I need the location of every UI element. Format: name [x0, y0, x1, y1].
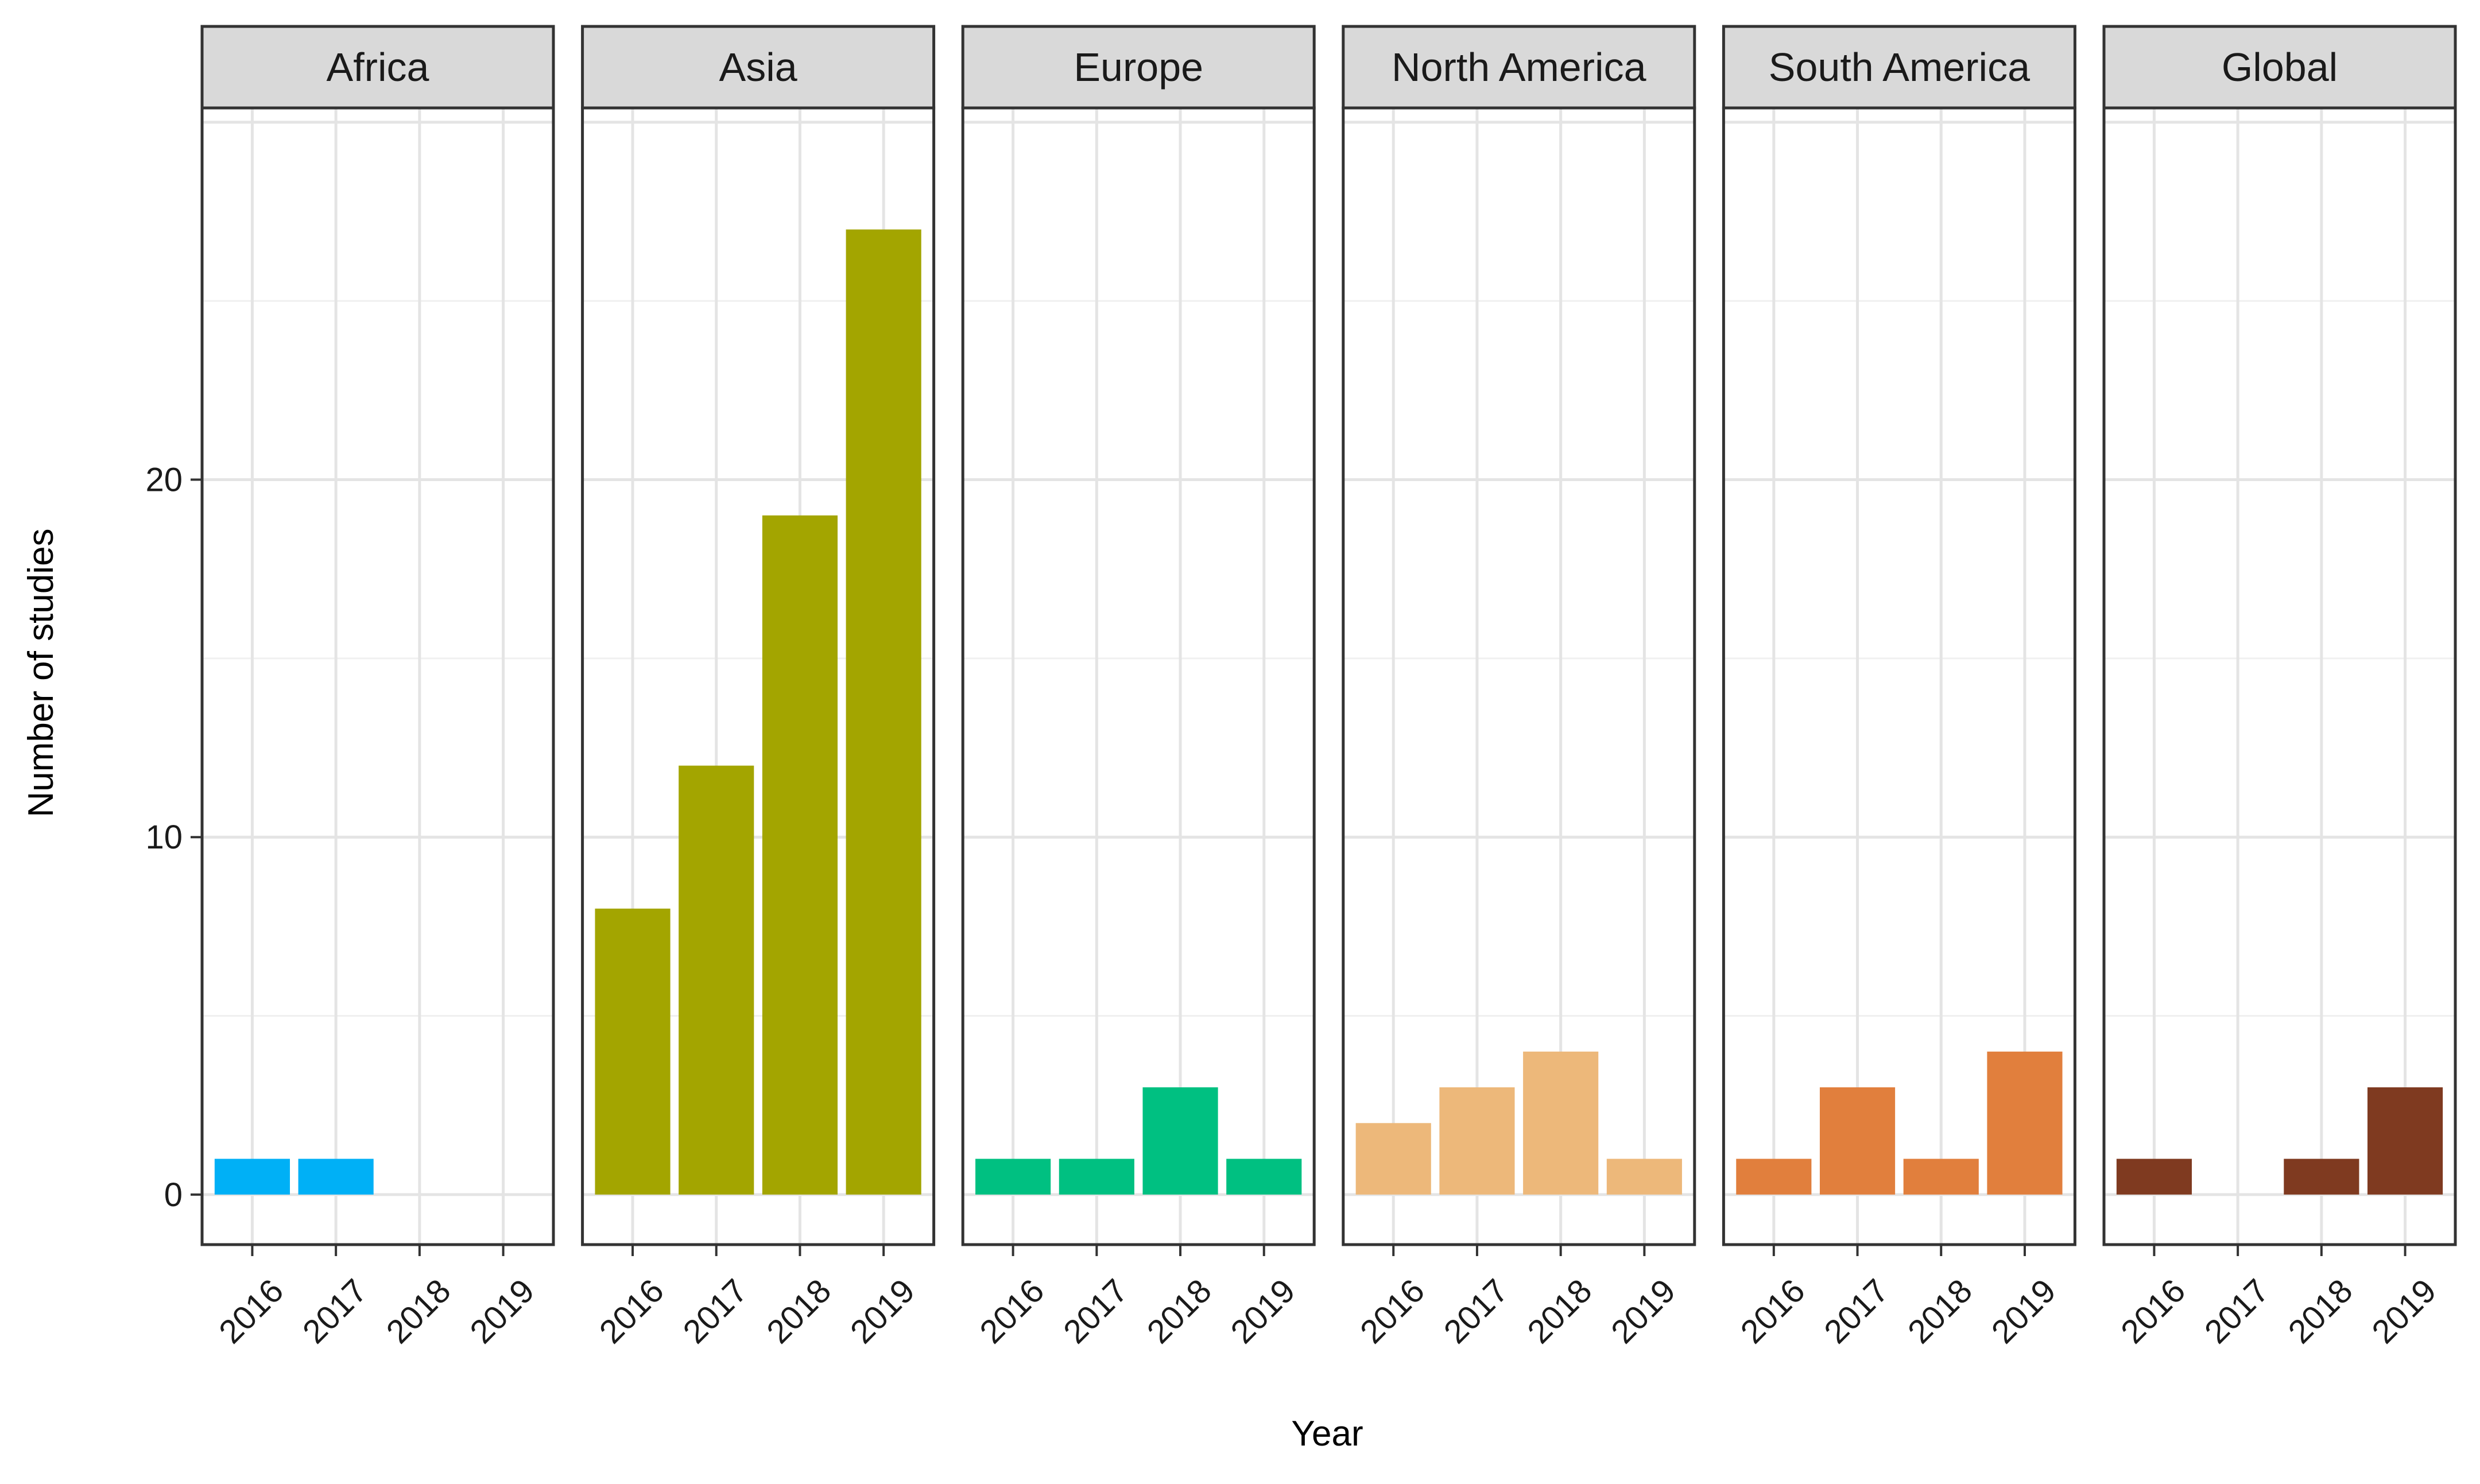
x-tick-label: 2019: [463, 1272, 541, 1351]
x-tick-label: 2017: [1817, 1272, 1896, 1351]
x-tick-label: 2016: [212, 1272, 290, 1351]
bar-south-america-2016: [1736, 1158, 1812, 1195]
bar-global-2019: [2367, 1087, 2443, 1195]
x-tick-label: 2019: [843, 1272, 922, 1351]
x-tick-label: 2018: [1520, 1272, 1599, 1351]
x-tick-label: 2017: [1056, 1272, 1135, 1351]
facet-strip-label: South America: [1769, 45, 2030, 90]
facet-strip: [200, 25, 555, 110]
bars-layer: [214, 229, 2443, 1195]
x-tick-label: 2019: [1985, 1272, 2063, 1351]
panel-background: [202, 108, 553, 1245]
x-tick-label: 2019: [1604, 1272, 1683, 1351]
x-tick-label: 2017: [2198, 1272, 2276, 1351]
bar-asia-2018: [762, 515, 838, 1195]
facet-strip-label: Global: [2222, 45, 2338, 90]
bar-global-2016: [2116, 1158, 2192, 1195]
x-tick-label: 2016: [1733, 1272, 1812, 1351]
x-tick-label: 2018: [2281, 1272, 2359, 1351]
facet-strip-label: Europe: [1074, 45, 1203, 90]
facet-strip: [1722, 25, 2076, 110]
y-tick-label: 20: [145, 462, 183, 499]
panel-background: [2104, 108, 2455, 1245]
bar-north-america-2017: [1439, 1087, 1515, 1195]
facet-strip-label: North America: [1392, 45, 1646, 90]
bar-south-america-2018: [1903, 1158, 1979, 1195]
x-tick-label: 2018: [379, 1272, 458, 1351]
facet-strip-label: Asia: [719, 45, 797, 90]
panel-border: [1722, 106, 2076, 1246]
bar-global-2018: [2284, 1158, 2359, 1195]
grid-layer: [202, 108, 2455, 1245]
bar-asia-2017: [679, 765, 754, 1195]
bar-africa-2016: [214, 1158, 290, 1195]
y-tick-label: 0: [164, 1176, 183, 1214]
bar-europe-2019: [1226, 1158, 1302, 1195]
x-tick-label: 2018: [760, 1272, 838, 1351]
x-tick-label: 2017: [296, 1272, 374, 1351]
x-tick-label: 2017: [676, 1272, 754, 1351]
x-axis-title: Year: [1291, 1414, 1363, 1454]
bar-north-america-2016: [1355, 1123, 1431, 1195]
x-tick-label: 2017: [1437, 1272, 1516, 1351]
bar-europe-2018: [1142, 1087, 1218, 1195]
panel-border: [200, 106, 555, 1246]
x-tick-label: 2018: [1140, 1272, 1219, 1351]
frames-layer: Africa Asia Europe North America South Ameri…: [200, 25, 2457, 1246]
bar-asia-2016: [595, 908, 671, 1195]
y-axis-title: Number of studies: [21, 528, 61, 817]
x-tick-label: 2016: [592, 1272, 671, 1351]
panel-border: [2102, 106, 2457, 1246]
facet-strip-label: Africa: [327, 45, 429, 90]
x-tick-label: 2019: [1223, 1272, 1302, 1351]
x-tick-label: 2018: [1901, 1272, 1979, 1351]
bar-north-america-2018: [1523, 1051, 1599, 1195]
panel-border: [1342, 106, 1696, 1246]
x-tick-label: 2019: [2365, 1272, 2443, 1351]
bar-south-america-2019: [1987, 1051, 2063, 1195]
bar-europe-2017: [1059, 1158, 1134, 1195]
panel-background: [963, 108, 1315, 1245]
bar-north-america-2019: [1606, 1158, 1682, 1195]
x-tick-label: 2016: [972, 1272, 1051, 1351]
bar-africa-2017: [298, 1158, 374, 1195]
bar-asia-2019: [846, 229, 921, 1195]
facet-strip: [961, 25, 1316, 110]
panel-border: [581, 106, 936, 1246]
bar-south-america-2017: [1819, 1087, 1896, 1195]
x-tick-label: 2016: [1353, 1272, 1432, 1351]
x-tick-label: 2016: [2114, 1272, 2192, 1351]
panel-background: [1343, 108, 1695, 1245]
y-tick-label: 10: [145, 819, 183, 856]
facet-strip: [2102, 25, 2457, 110]
bar-europe-2016: [975, 1158, 1051, 1195]
panel-border: [961, 106, 1316, 1246]
